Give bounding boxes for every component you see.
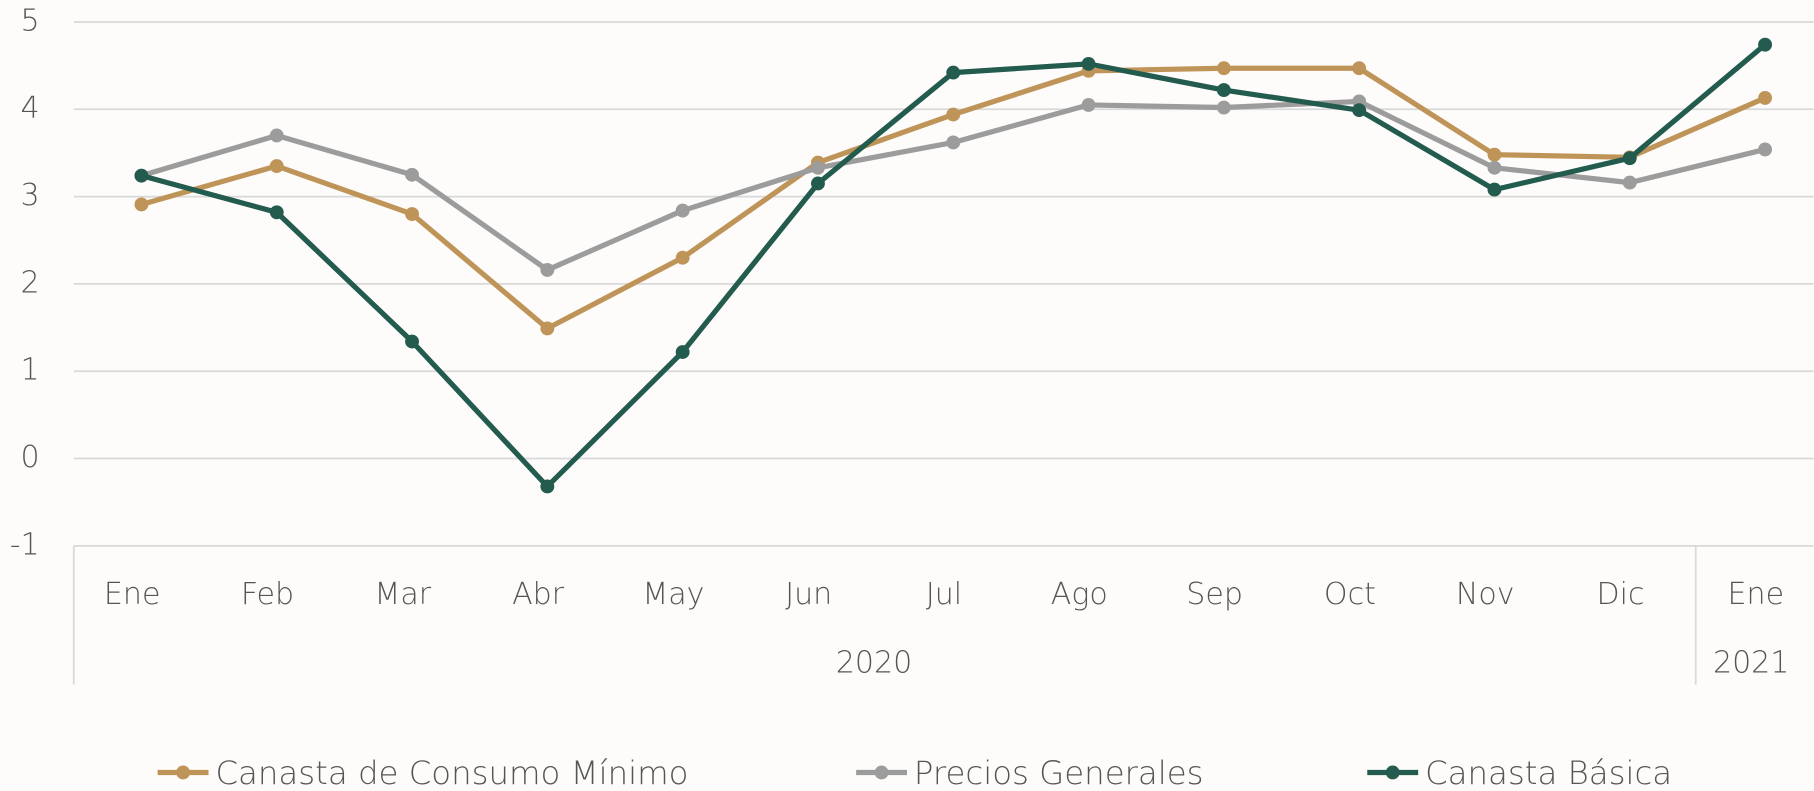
point [675,203,690,218]
point [405,207,419,221]
point [946,135,961,150]
point [1758,90,1773,105]
point [269,128,284,143]
legend-label: Canasta de Consumo Mínimo [215,754,688,791]
point [405,334,419,349]
point [946,65,961,80]
point [1758,142,1773,157]
x-tick-label: Nov [1456,577,1515,612]
point [1081,56,1096,71]
y-tick-label: -1 [10,527,40,562]
point [269,205,284,220]
point [1216,100,1231,115]
point [540,262,555,277]
x-tick-label: Ene [104,577,161,612]
point [1487,147,1502,162]
x-tick-label: Sep [1186,577,1243,612]
group-label: 2021 [1713,645,1789,680]
point [1487,160,1502,175]
x-tick-label: Ago [1051,577,1108,612]
point [1216,83,1231,98]
legend-marker [176,765,191,780]
point [405,167,419,182]
point [1352,61,1367,76]
point [134,197,149,212]
point [811,176,825,191]
y-tick-label: 2 [21,265,40,300]
y-tick-label: 4 [21,91,40,126]
legend-marker [1385,765,1400,780]
x-tick-label: Mar [374,577,431,612]
group-label: 2020 [836,645,912,680]
y-tick-label: 0 [21,440,40,475]
point [946,107,961,122]
y-tick-label: 1 [21,353,40,388]
y-tick-label: 3 [21,178,40,213]
point [1352,103,1367,118]
point [540,479,555,494]
x-tick-label: Abr [512,577,565,612]
x-tick-label: Dic [1597,577,1645,612]
point [1216,61,1231,76]
x-tick-label: Oct [1324,577,1376,612]
legend-label: Canasta Básica [1425,754,1672,791]
series-line [140,65,1767,332]
x-tick-label: Ene [1728,577,1785,612]
x-tick-label: Feb [241,577,294,612]
legend-marker [874,765,889,780]
point [1622,175,1637,190]
point [1487,182,1502,197]
x-tick-label: Jul [926,577,962,612]
point [134,168,149,183]
x-tick-label: Jun [785,577,832,612]
point [1622,151,1637,166]
point [675,345,690,359]
legend-label: Precios Generales [914,754,1204,791]
point [1081,97,1096,112]
x-tick-label: May [642,577,704,612]
point [675,250,690,265]
point [540,321,555,336]
point [269,159,284,173]
point [1758,37,1773,52]
point [811,160,825,175]
y-tick-label: 5 [21,3,40,38]
